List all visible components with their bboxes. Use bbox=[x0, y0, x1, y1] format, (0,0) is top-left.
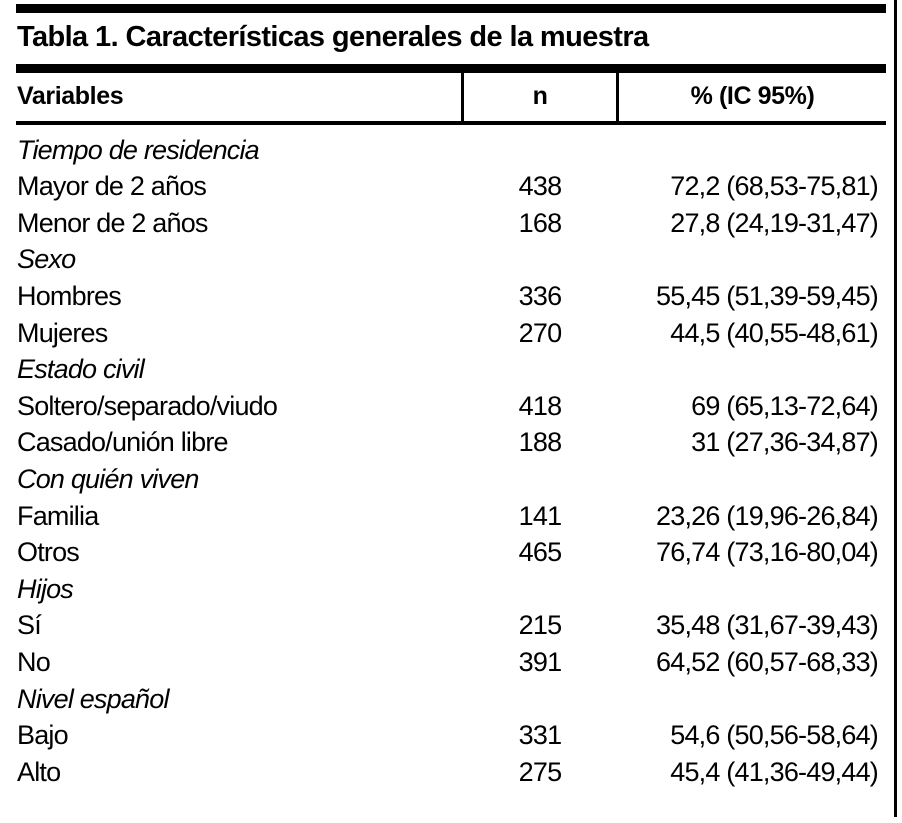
row-label: Soltero/separado/viudo bbox=[17, 390, 278, 421]
row-pct-ci-value: 64,52 (60,57-68,33) bbox=[656, 647, 879, 677]
row-pct-ci-value: 35,48 (31,67-39,43) bbox=[656, 610, 879, 641]
table-row: Menor de 2 años 168 27,8 (24,19-31,47) bbox=[16, 205, 886, 242]
row-pct-ci-value: 23,26 (19,96-26,84) bbox=[656, 500, 879, 531]
table-row: Hombres 336 55,45 (51,39-59,45) bbox=[16, 278, 886, 315]
row-n-value: 188 bbox=[518, 427, 562, 458]
row-label: Sí bbox=[17, 610, 42, 641]
column-header-n: n bbox=[461, 72, 619, 121]
table-row: Otros 465 76,74 (73,16-80,04) bbox=[16, 534, 886, 571]
page-column-divider bbox=[894, 0, 897, 817]
row-n-value: 438 bbox=[518, 171, 562, 202]
row-pct-ci-value: 54,6 (50,56-58,64) bbox=[670, 720, 879, 751]
row-label: Otros bbox=[17, 537, 80, 568]
table-row: Soltero/separado/viudo 418 69 (65,13-72,64… bbox=[16, 388, 886, 425]
row-pct-ci-value: 76,74 (73,16-80,04) bbox=[656, 537, 879, 568]
column-header-pct-ic95: % (IC 95%) bbox=[690, 81, 815, 110]
row-label: Familia bbox=[17, 500, 99, 531]
row-n-value: 168 bbox=[518, 207, 562, 238]
row-label: Hombres bbox=[17, 281, 122, 312]
row-label: Alto bbox=[17, 756, 61, 787]
row-n-value: 270 bbox=[518, 317, 562, 348]
row-label: No bbox=[17, 647, 51, 677]
row-label: Con quién viven bbox=[17, 464, 199, 495]
table-top-rule bbox=[16, 4, 886, 13]
table-group-row: Hijos bbox=[16, 571, 886, 608]
table-title: Tabla 1. Características generales de la… bbox=[17, 21, 649, 53]
row-n-value: 336 bbox=[518, 281, 562, 312]
row-pct-ci-value: 31 (27,36-34,87) bbox=[691, 427, 879, 458]
row-label: Estado civil bbox=[17, 354, 145, 385]
table-body: Tiempo de residencia Mayor de 2 años 438 72… bbox=[16, 125, 886, 791]
row-label: Casado/unión libre bbox=[17, 427, 229, 458]
row-label: Sexo bbox=[17, 244, 76, 275]
table-row: Bajo 331 54,6 (50,56-58,64) bbox=[16, 717, 886, 754]
table-row: Sí 215 35,48 (31,67-39,43) bbox=[16, 608, 886, 645]
table-row: Casado/unión libre 188 31 (27,36-34,87) bbox=[16, 425, 886, 462]
row-label: Nivel español bbox=[17, 683, 170, 714]
row-n-value: 275 bbox=[518, 756, 562, 787]
row-n-value: 418 bbox=[518, 390, 562, 421]
row-pct-ci-value: 44,5 (40,55-48,61) bbox=[670, 317, 879, 348]
row-pct-ci-value: 55,45 (51,39-59,45) bbox=[656, 281, 879, 312]
row-label: Mujeres bbox=[17, 317, 108, 348]
row-label: Mayor de 2 años bbox=[17, 171, 207, 202]
row-n-value: 215 bbox=[518, 610, 562, 641]
row-pct-ci-value: 69 (65,13-72,64) bbox=[691, 390, 879, 421]
row-label: Hijos bbox=[17, 573, 74, 604]
row-n-value: 141 bbox=[518, 500, 562, 531]
row-label: Menor de 2 años bbox=[17, 207, 208, 238]
table-header-row: Variables n % (IC 95%) bbox=[16, 63, 886, 125]
table-row: Familia 141 23,26 (19,96-26,84) bbox=[16, 498, 886, 535]
row-pct-ci-value: 27,8 (24,19-31,47) bbox=[670, 207, 879, 238]
row-label: Tiempo de residencia bbox=[17, 134, 260, 165]
row-n-value: 391 bbox=[518, 647, 562, 677]
row-pct-ci-value: 72,2 (68,53-75,81) bbox=[670, 171, 879, 202]
row-n-value: 331 bbox=[518, 720, 562, 751]
table-row: No 391 64,52 (60,57-68,33) bbox=[16, 644, 886, 681]
table-1: Tabla 1. Características generales de la… bbox=[16, 4, 886, 791]
table-group-row: Nivel español bbox=[16, 681, 886, 718]
table-group-row: Sexo bbox=[16, 242, 886, 279]
table-row: Alto 275 45,4 (41,36-49,44) bbox=[16, 754, 886, 791]
table-group-row: Tiempo de residencia bbox=[16, 132, 886, 169]
table-row: Mayor de 2 años 438 72,2 (68,53-75,81) bbox=[16, 168, 886, 205]
table-row: Mujeres 270 44,5 (40,55-48,61) bbox=[16, 315, 886, 352]
table-group-row: Con quién viven bbox=[16, 461, 886, 498]
column-header-variables: Variables bbox=[17, 81, 124, 110]
table-group-row: Estado civil bbox=[16, 351, 886, 388]
row-label: Bajo bbox=[17, 720, 69, 751]
row-pct-ci-value: 45,4 (41,36-49,44) bbox=[670, 756, 879, 787]
row-n-value: 465 bbox=[518, 537, 562, 568]
